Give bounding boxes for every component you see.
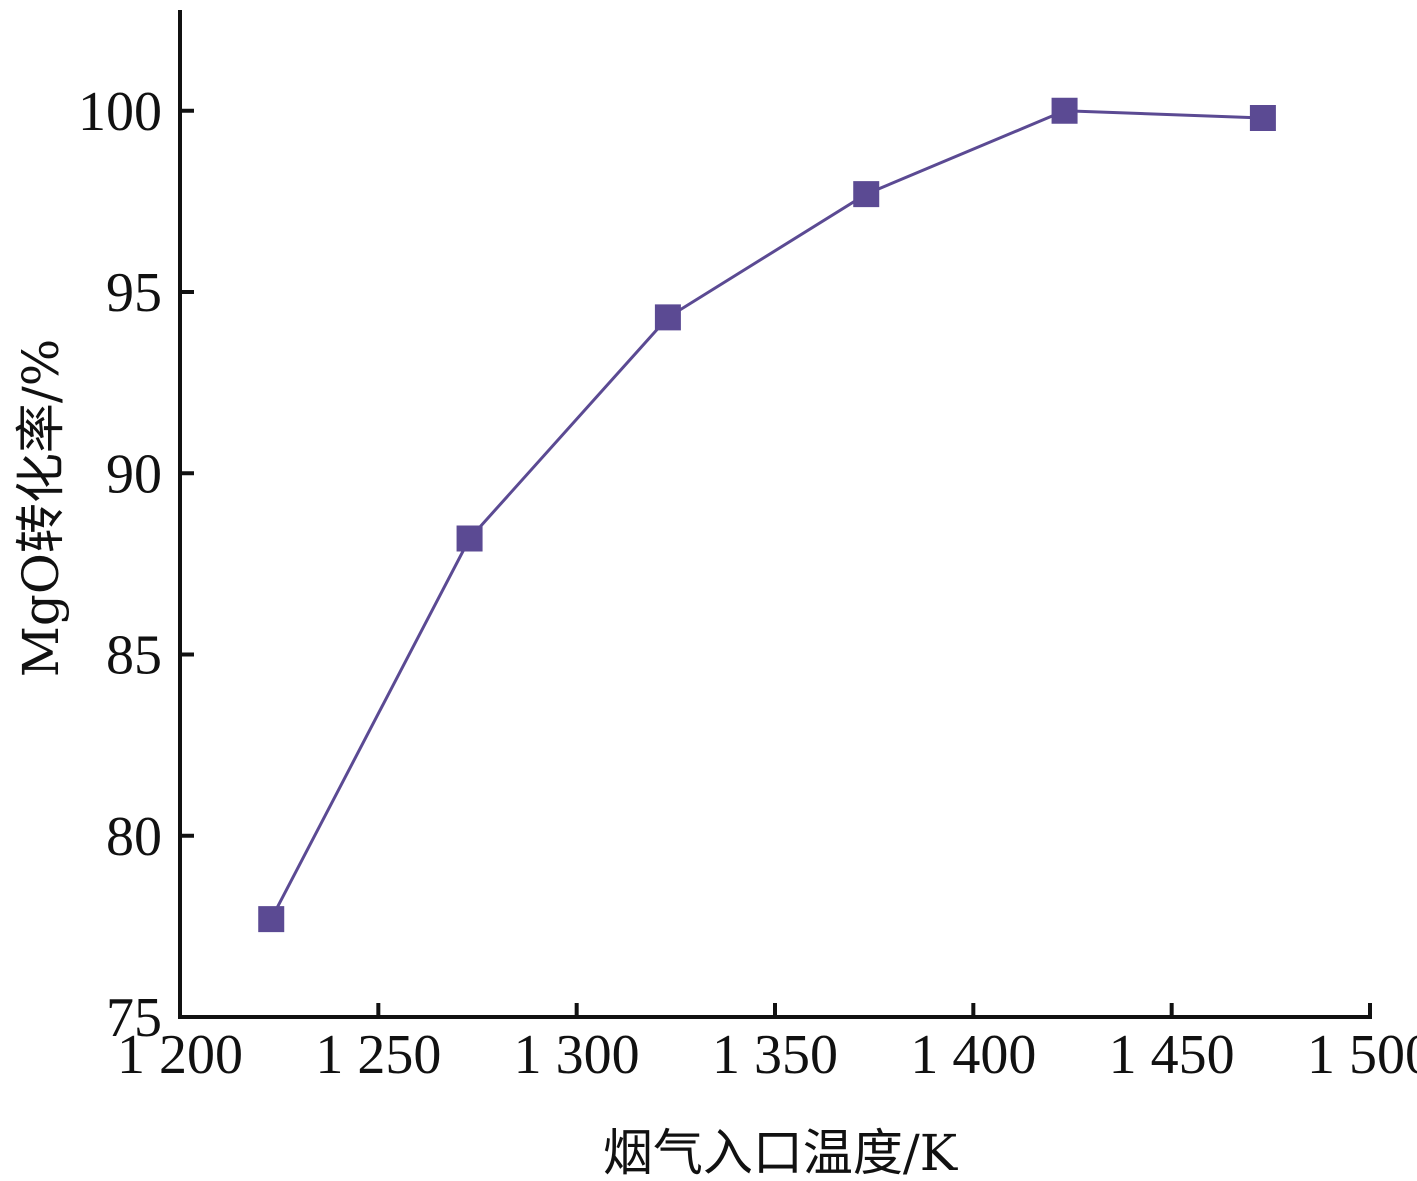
- x-tick-label: 1 350: [712, 1024, 838, 1086]
- series-line: [269, 109, 1263, 920]
- x-tick-label: 1 400: [910, 1024, 1036, 1086]
- x-tick-label: 1 300: [514, 1024, 640, 1086]
- data-point-marker: [456, 525, 483, 552]
- series-lines: [269, 109, 1263, 920]
- y-tick-label: 95: [106, 262, 162, 324]
- plot-area: 1 200 1 250 1 300 1 350 1 400 1 450 1 500 75 80…: [78, 10, 1417, 1086]
- data-point-marker: [1051, 97, 1078, 124]
- data-point-marker: [258, 906, 285, 933]
- y-tick-label: 75: [106, 987, 162, 1049]
- y-tick-label: 80: [106, 806, 162, 868]
- y-tick-label: 85: [106, 625, 162, 687]
- y-tick-label: 100: [78, 81, 162, 143]
- series-markers: [258, 97, 1276, 933]
- x-tick-label: 1 250: [315, 1024, 441, 1086]
- data-point-marker: [853, 181, 880, 208]
- x-tick-label: 1 200: [117, 1024, 243, 1086]
- x-tick-label: 1 500: [1307, 1024, 1417, 1086]
- y-axis-title: MgO转化率/%: [12, 339, 70, 678]
- data-point-marker: [1249, 105, 1276, 131]
- y-tick-label: 90: [106, 443, 162, 505]
- y-ticks: 75 80 85 90 95 100: [78, 81, 194, 1049]
- data-point-marker: [654, 304, 681, 331]
- x-axis-title: 烟气入口温度/K: [603, 1124, 959, 1181]
- x-ticks: 1 200 1 250 1 300 1 350 1 400 1 450 1 500: [117, 1003, 1417, 1086]
- x-tick-label: 1 450: [1109, 1024, 1235, 1086]
